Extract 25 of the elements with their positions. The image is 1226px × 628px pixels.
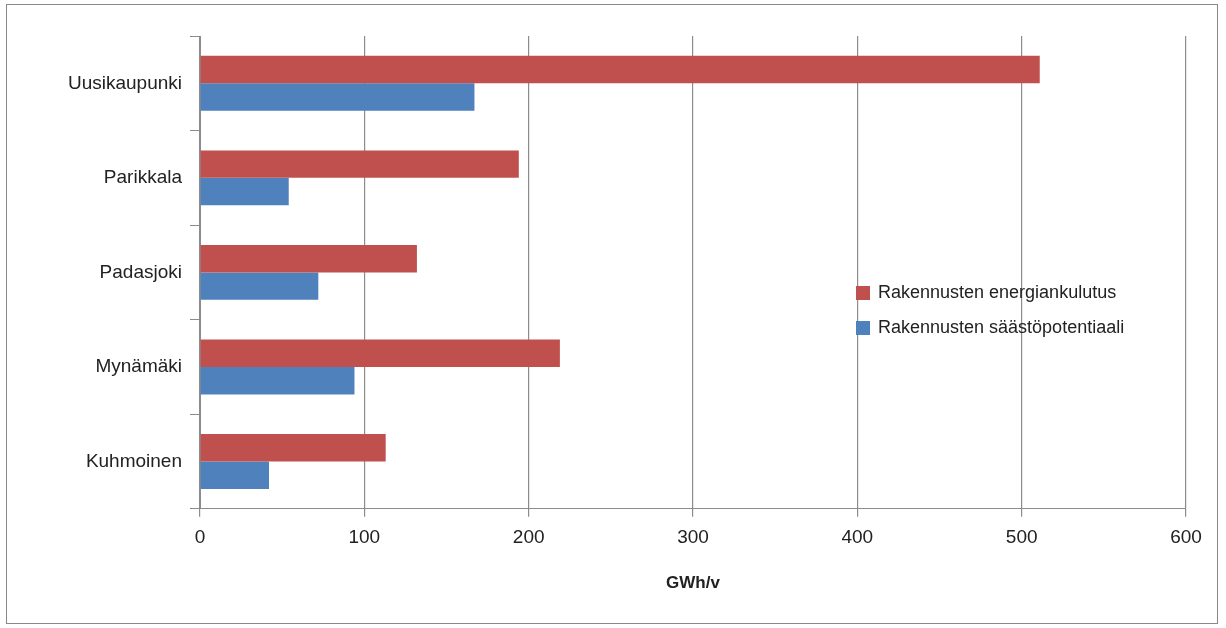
bar [200,339,560,367]
x-tick-label: 300 [677,526,709,548]
bar [200,177,289,206]
y-tick-label: Mynämäki [95,355,182,377]
x-axis-title: GWh/v [666,573,721,593]
bar [200,83,475,111]
x-tick-label: 200 [512,526,545,548]
bar [200,150,519,178]
y-tick-label: Padasjoki [99,260,182,282]
x-tick-label: 400 [841,526,874,548]
bar [200,244,417,273]
y-tick-label: Parikkala [103,166,183,188]
legend-label: Rakennusten säästöpotentiaali [878,317,1125,338]
bar [200,434,386,462]
bar [200,366,355,395]
x-tick-label: 100 [348,526,381,548]
bar [200,55,1040,84]
y-tick-label: Uusikaupunki [67,71,182,93]
x-tick-label: 0 [194,526,206,548]
x-tick-label: 600 [1170,526,1202,548]
x-tick-label: 500 [1005,526,1038,548]
y-tick-label: Kuhmoinen [85,449,182,471]
legend-label: Rakennusten energiankulutus [878,282,1117,303]
bar [200,272,319,300]
bar [200,461,270,489]
